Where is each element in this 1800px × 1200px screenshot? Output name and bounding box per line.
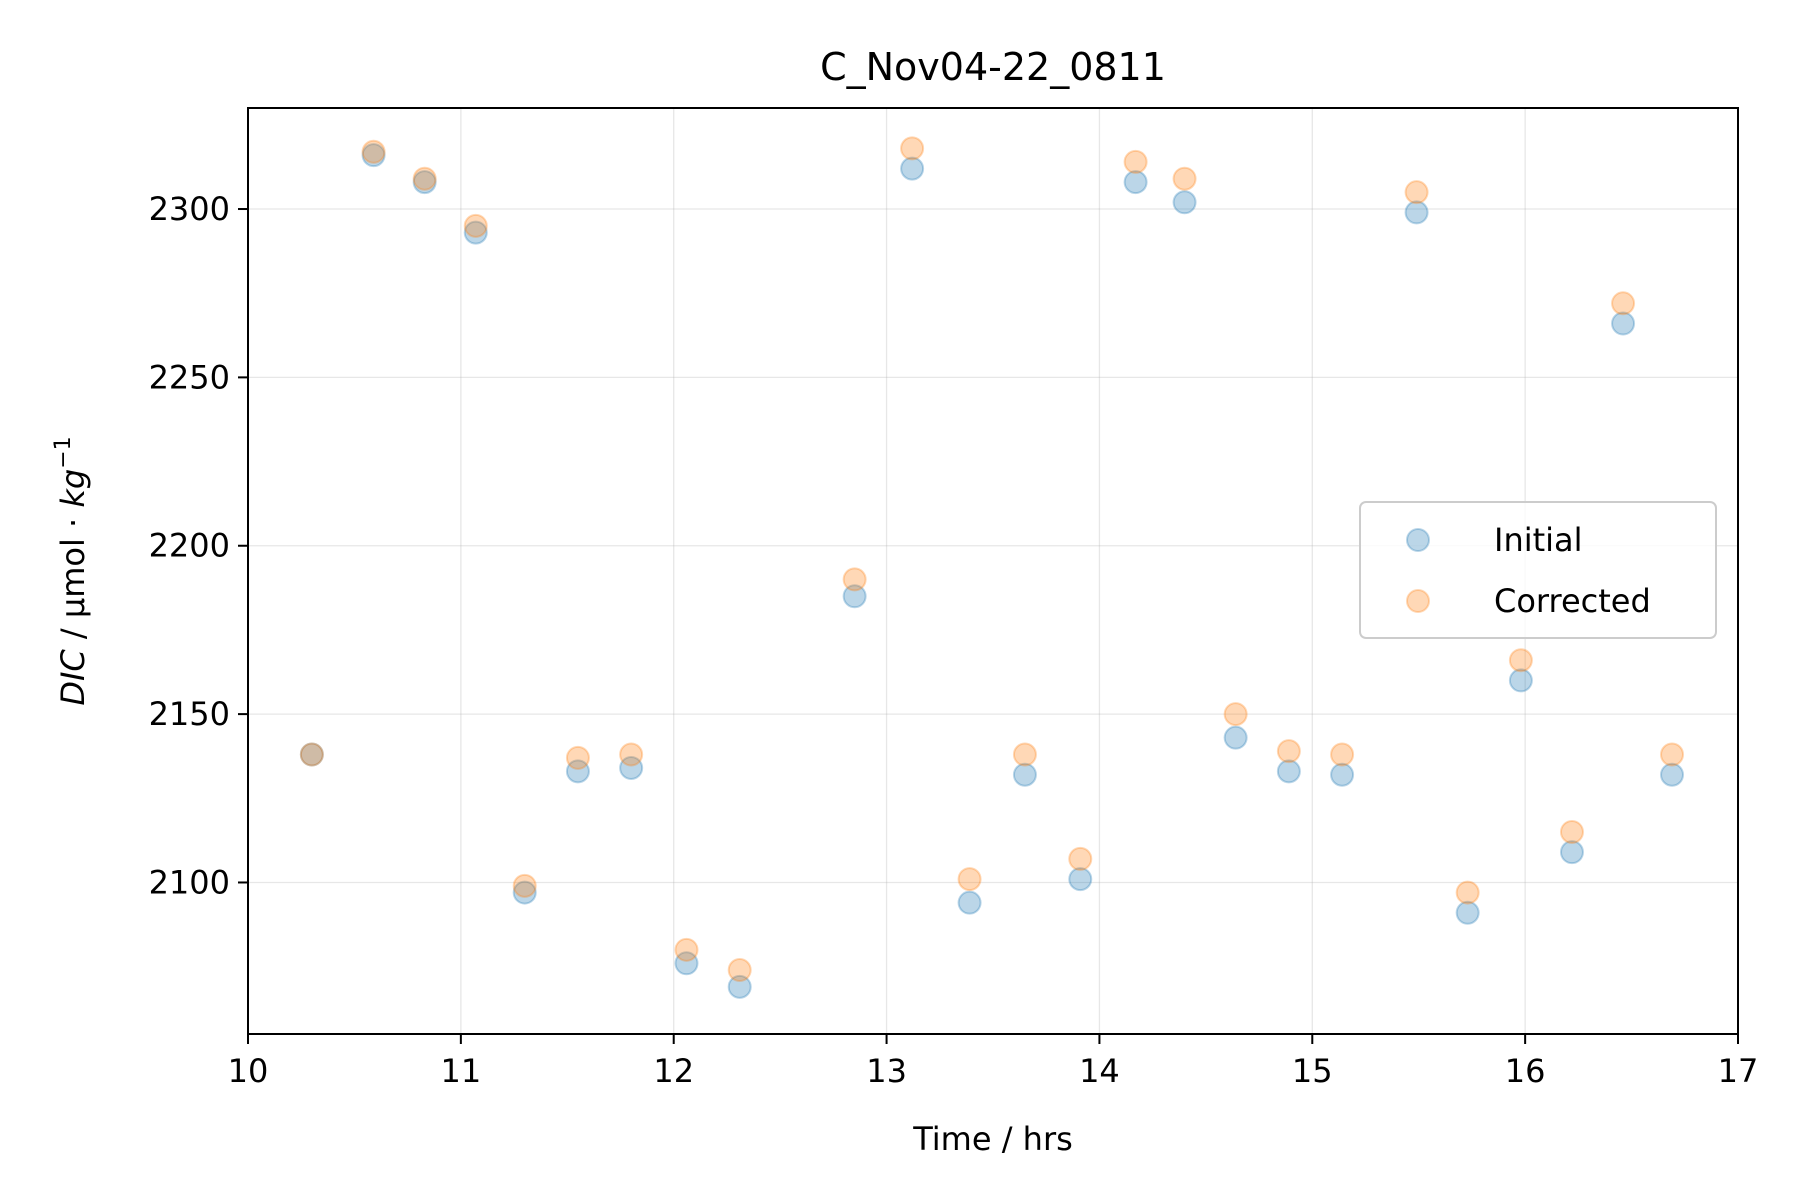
data-point <box>512 880 537 905</box>
data-point <box>1172 190 1197 215</box>
x-tick-label: 12 <box>653 1052 694 1090</box>
x-tick-label: 14 <box>1079 1052 1120 1090</box>
data-point <box>957 890 982 915</box>
data-point <box>1330 762 1355 787</box>
data-point <box>1404 200 1429 225</box>
data-point <box>299 742 324 767</box>
data-point <box>842 584 867 609</box>
data-point <box>1276 759 1301 784</box>
data-point <box>674 951 699 976</box>
legend-label: Initial <box>1494 521 1583 559</box>
data-point <box>900 136 925 161</box>
legend-box <box>1359 501 1717 639</box>
x-axis-ticks: 10 11 12 13 14 15 16 17 <box>228 1034 1759 1090</box>
data-point <box>727 958 752 983</box>
data-point <box>412 166 437 191</box>
data-point <box>1660 742 1685 767</box>
y-tick-label: 2300 <box>149 190 230 228</box>
data-point <box>361 139 386 164</box>
data-point <box>1455 900 1480 925</box>
x-tick-label: 11 <box>440 1052 481 1090</box>
y-axis-label-prefix: DIC <box>54 649 92 706</box>
data-point <box>957 867 982 892</box>
data-point <box>463 213 488 238</box>
x-tick-label: 13 <box>866 1052 907 1090</box>
data-point <box>842 567 867 592</box>
data-point <box>619 742 644 767</box>
y-axis-label-unit: kg <box>54 469 92 508</box>
data-point <box>674 937 699 962</box>
data-point <box>1068 867 1093 892</box>
data-point <box>1559 819 1584 844</box>
data-point <box>1068 846 1093 871</box>
y-tick-label: 2150 <box>149 695 230 733</box>
data-points <box>299 136 1685 999</box>
legend-label: Corrected <box>1494 582 1651 620</box>
x-axis-label: Time / hrs <box>912 1120 1073 1158</box>
data-point <box>1123 170 1148 195</box>
data-point <box>412 170 437 195</box>
data-point <box>1455 880 1480 905</box>
y-axis-label: DIC / µmol · kg−1 <box>51 436 92 705</box>
series-initial <box>299 143 1685 999</box>
data-point <box>900 156 925 181</box>
data-point <box>1611 311 1636 336</box>
y-tick-label: 2200 <box>149 527 230 565</box>
legend-marker <box>1406 528 1430 552</box>
data-point <box>1223 725 1248 750</box>
legend-marker <box>1406 589 1430 613</box>
legend-item-initial: Initial <box>1406 521 1583 559</box>
data-point <box>1660 762 1685 787</box>
y-tick-label: 2100 <box>149 863 230 901</box>
legend: Initial Corrected <box>1359 501 1717 639</box>
data-point <box>1172 166 1197 191</box>
data-point <box>1223 702 1248 727</box>
data-point <box>1404 180 1429 205</box>
chart-title: C_Nov04-22_0811 <box>820 45 1166 89</box>
plot-frame <box>247 107 1739 1035</box>
series-corrected <box>299 136 1685 983</box>
x-tick-label: 10 <box>228 1052 269 1090</box>
data-point <box>1276 739 1301 764</box>
y-axis-label-middle: / µmol · <box>54 508 92 650</box>
data-point <box>512 873 537 898</box>
data-point <box>1330 742 1355 767</box>
y-axis-ticks: 2100 2150 2200 2250 2300 <box>149 190 248 901</box>
data-point <box>463 220 488 245</box>
data-point <box>1559 840 1584 865</box>
y-tick-label: 2250 <box>149 358 230 396</box>
y-axis-label-exponent: −1 <box>51 436 76 468</box>
data-point <box>1012 762 1037 787</box>
data-point <box>565 745 590 770</box>
data-point <box>1611 291 1636 316</box>
data-point <box>1508 648 1533 673</box>
x-tick-label: 17 <box>1718 1052 1759 1090</box>
data-point <box>727 974 752 999</box>
legend-item-corrected: Corrected <box>1406 582 1651 620</box>
data-point <box>565 759 590 784</box>
data-point <box>361 143 386 168</box>
x-tick-label: 16 <box>1505 1052 1546 1090</box>
data-point <box>1123 149 1148 174</box>
data-point <box>619 755 644 780</box>
data-point <box>299 742 324 767</box>
data-point <box>1508 668 1533 693</box>
x-tick-label: 15 <box>1292 1052 1333 1090</box>
data-point <box>1012 742 1037 767</box>
